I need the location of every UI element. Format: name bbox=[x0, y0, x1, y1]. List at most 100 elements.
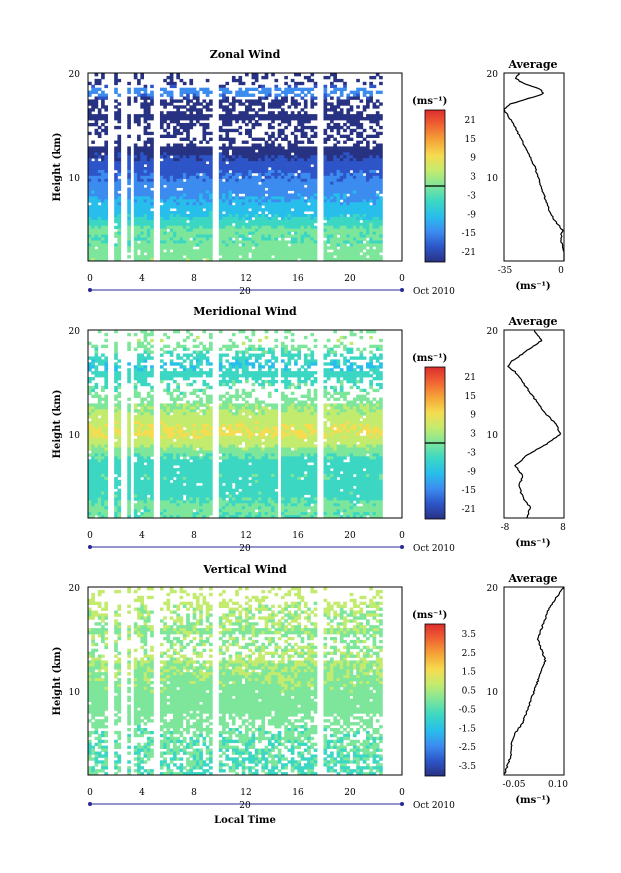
heatmap-cell bbox=[173, 456, 177, 460]
heatmap-cell bbox=[97, 482, 102, 487]
heatmap-cell bbox=[343, 164, 347, 168]
heatmap-cell bbox=[137, 377, 141, 381]
heatmap-cell bbox=[192, 240, 197, 244]
heatmap-cell bbox=[274, 87, 279, 92]
heatmap-cell bbox=[91, 406, 95, 410]
heatmap-cell bbox=[313, 243, 318, 247]
heatmap-cell bbox=[323, 158, 328, 162]
heatmap-cell bbox=[310, 187, 315, 191]
heatmap-cell bbox=[195, 149, 200, 153]
heatmap-cell bbox=[205, 169, 210, 174]
heatmap-cell bbox=[205, 175, 210, 180]
heatmap-cell bbox=[150, 172, 154, 177]
heatmap-cell bbox=[173, 249, 177, 253]
heatmap-cell bbox=[186, 131, 190, 136]
heatmap-cell bbox=[300, 146, 305, 150]
heatmap-cell bbox=[307, 243, 311, 247]
heatmap-cell bbox=[117, 137, 122, 141]
heatmap-cell bbox=[173, 362, 177, 366]
heatmap-cell bbox=[104, 149, 109, 153]
heatmap-cell bbox=[359, 152, 364, 156]
heatmap-cell bbox=[271, 152, 275, 156]
heatmap-cell bbox=[199, 246, 203, 250]
heatmap-cell bbox=[163, 78, 167, 83]
heatmap-cell bbox=[352, 205, 357, 209]
heatmap-cell bbox=[117, 403, 122, 407]
heatmap-cell bbox=[97, 491, 102, 495]
heatmap-cell bbox=[150, 485, 154, 490]
heatmap-cell bbox=[146, 506, 151, 510]
heatmap-cell bbox=[290, 114, 295, 118]
heatmap-cell bbox=[143, 187, 148, 191]
heatmap-cell bbox=[101, 255, 105, 259]
heatmap-cell bbox=[195, 99, 200, 103]
heatmap-cell bbox=[245, 131, 249, 136]
heatmap-cell bbox=[137, 435, 141, 440]
heatmap-cell bbox=[284, 249, 288, 253]
heatmap-cell bbox=[356, 190, 360, 194]
heatmap-cell bbox=[271, 258, 275, 262]
heatmap-cell bbox=[143, 105, 148, 109]
heatmap-cell bbox=[127, 193, 131, 197]
heatmap-cell bbox=[274, 137, 279, 141]
heatmap-cell bbox=[362, 152, 367, 156]
heatmap-cell bbox=[101, 362, 105, 366]
heatmap-cell bbox=[146, 193, 151, 197]
heatmap-cell bbox=[284, 225, 288, 230]
heatmap-cell bbox=[94, 193, 99, 197]
heatmap-cell bbox=[91, 465, 95, 469]
heatmap-cell bbox=[159, 403, 164, 407]
heatmap-cell bbox=[137, 219, 141, 224]
heatmap-cell bbox=[182, 87, 187, 92]
heatmap-cell bbox=[359, 149, 364, 153]
heatmap-cell bbox=[379, 167, 383, 171]
heatmap-cell bbox=[346, 146, 351, 150]
heatmap-cell bbox=[166, 222, 171, 227]
heatmap-cell bbox=[346, 161, 351, 165]
heatmap-cell bbox=[137, 214, 141, 218]
heatmap-cell bbox=[264, 155, 269, 159]
heatmap-cell bbox=[202, 152, 207, 156]
heatmap-cell bbox=[300, 178, 305, 183]
heatmap-cell bbox=[163, 172, 167, 177]
heatmap-cell bbox=[251, 193, 256, 197]
heatmap-cell bbox=[192, 196, 197, 200]
heatmap-cell bbox=[231, 75, 236, 80]
heatmap-cell bbox=[114, 78, 118, 83]
heatmap-cell bbox=[339, 181, 344, 186]
heatmap-cell bbox=[323, 128, 328, 133]
heatmap-cell bbox=[251, 149, 256, 153]
heatmap-cell bbox=[346, 208, 351, 212]
heatmap-cell bbox=[264, 175, 269, 180]
heatmap-cell bbox=[362, 187, 367, 191]
panel-meridional: Meridional Wind 20 10 Height (km) 0 4 8 … bbox=[52, 305, 566, 554]
heatmap-cell bbox=[333, 243, 337, 247]
heatmap-cell bbox=[297, 202, 301, 206]
heatmap-cell bbox=[362, 90, 367, 94]
heatmap-cell bbox=[199, 205, 203, 209]
heatmap-cell bbox=[176, 488, 180, 492]
heatmap-cell bbox=[137, 169, 141, 174]
heatmap-cell bbox=[271, 120, 275, 124]
heatmap-cell bbox=[362, 237, 367, 241]
heatmap-cell bbox=[323, 108, 328, 112]
heatmap-cell bbox=[222, 222, 226, 227]
heatmap-cell bbox=[359, 208, 364, 212]
heatmap-cell bbox=[303, 222, 308, 227]
heatmap-cell bbox=[199, 187, 203, 191]
colorbar-unit: (ms⁻¹) bbox=[412, 96, 447, 107]
heatmap-cell bbox=[362, 178, 367, 183]
heatmap-cell bbox=[271, 252, 275, 256]
heatmap-cell bbox=[91, 87, 95, 92]
heatmap-cell bbox=[88, 158, 92, 162]
heatmap-cell bbox=[101, 114, 105, 118]
heatmap-cell bbox=[310, 73, 315, 77]
heatmap-cell bbox=[159, 494, 164, 498]
heatmap-cell bbox=[114, 341, 118, 346]
heatmap-cell bbox=[346, 93, 351, 97]
heatmap-cell bbox=[143, 196, 148, 200]
heatmap-cell bbox=[166, 202, 171, 206]
heatmap-cell bbox=[267, 205, 272, 209]
heatmap-cell bbox=[372, 120, 377, 124]
heatmap-cell bbox=[146, 447, 151, 451]
